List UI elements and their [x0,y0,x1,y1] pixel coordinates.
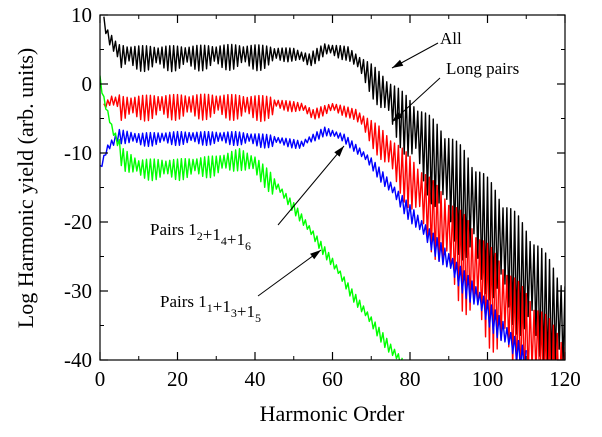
x-tick-label: 0 [95,367,106,391]
annotation-arrow-pairs246 [277,145,345,226]
x-axis-title: Harmonic Order [260,401,405,426]
x-tick-label: 120 [549,367,581,391]
y-tick-label: 10 [71,3,92,27]
annotation-subscript: 6 [245,239,251,253]
annotation-arrow-pairs135 [257,249,322,297]
y-tick-label: -30 [64,279,92,303]
annotation-pairs135: Pairs 11+13+15 [160,292,261,325]
annotation-main-digit: 1 [246,302,255,321]
series-line-1 [103,93,565,360]
y-tick-label: -10 [64,141,92,165]
annotation-main-digit: 1 [198,292,207,311]
annotation-subscript: 4 [221,234,227,248]
series-line-0 [103,16,565,360]
x-tick-label: 20 [167,367,188,391]
annotation-plus: + [203,225,213,244]
annotation-arrowhead-pairs135 [310,250,321,260]
series-layer [100,16,565,360]
y-axis-title: Log Harmonic yield (arb. units) [13,48,38,328]
series-line-2 [100,126,527,360]
y-tick-label: -20 [64,210,92,234]
y-tick-label: -40 [64,348,92,372]
annotation-main-digit: 1 [188,220,197,239]
annotation-all: All [440,29,462,48]
annotation-main-digit: 1 [212,225,221,244]
annotation-main-digit: 1 [222,297,231,316]
annotation-subscript: 5 [255,311,261,325]
annotation-pairs246: Pairs 12+14+16 [150,220,251,253]
annotation-arrowhead-all [392,59,404,68]
annotation-arrows [257,42,441,297]
annotation-subscript: 1 [207,301,213,315]
annotation-long: Long pairs [446,59,519,78]
annotation-long-text: Long pairs [446,59,519,78]
annotation-plus: + [237,302,247,321]
annotation-pairs135-text: Pairs [160,292,198,311]
annotation-arrowhead-pairs246 [334,146,344,157]
annotation-pairs246-text: Pairs [150,220,188,239]
annotation-plus: + [213,297,223,316]
annotation-subscript: 2 [197,229,203,243]
x-tick-label: 80 [400,367,421,391]
x-tick-label: 40 [245,367,266,391]
annotation-main-digit: 1 [236,230,245,249]
annotation-subscript: 3 [231,306,237,320]
annotation-arrowhead-long [392,112,403,122]
x-tick-label: 100 [472,367,504,391]
y-tick-label: 0 [82,72,93,96]
x-tick-label: 60 [322,367,343,391]
annotation-all-text: All [440,29,462,48]
series-line-3 [100,75,403,360]
annotation-plus: + [227,230,237,249]
